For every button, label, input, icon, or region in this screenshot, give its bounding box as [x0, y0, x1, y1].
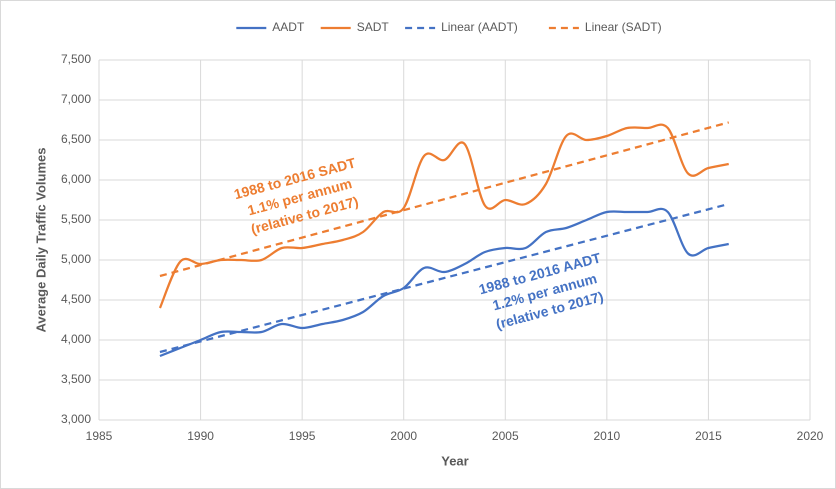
x-tick-label: 2005	[492, 429, 519, 443]
x-tick-label: 1990	[187, 429, 214, 443]
line-series	[159, 207, 729, 358]
y-tick-label: 7,000	[61, 92, 91, 106]
y-tick-label: 5,000	[61, 252, 91, 266]
y-tick-label: 5,500	[61, 212, 91, 226]
legend-label: SADT	[357, 20, 390, 34]
y-tick-label: 7,500	[61, 52, 91, 66]
x-axis-title: Year	[441, 453, 468, 468]
legend-label: Linear (SADT)	[585, 20, 662, 34]
x-tick-label: 2020	[797, 429, 824, 443]
y-tick-label: 4,000	[61, 332, 91, 346]
x-tick-label: 2010	[594, 429, 621, 443]
y-tick-label: 6,500	[61, 132, 91, 146]
x-tick-label: 1985	[86, 429, 113, 443]
line-series	[159, 202, 730, 354]
x-tick-label: 2015	[695, 429, 722, 443]
y-tick-label: 3,000	[61, 412, 91, 426]
y-tick-label: 6,000	[61, 172, 91, 186]
legend-label: Linear (AADT)	[441, 20, 518, 34]
y-axis-title: Average Daily Traffic Volumes	[33, 148, 48, 333]
y-tick-label: 3,500	[61, 372, 91, 386]
line-series	[158, 123, 729, 309]
legend-label: AADT	[272, 20, 305, 34]
line-series	[159, 121, 730, 278]
x-tick-label: 2000	[390, 429, 417, 443]
y-tick-label: 4,500	[61, 292, 91, 306]
x-tick-label: 1995	[289, 429, 316, 443]
